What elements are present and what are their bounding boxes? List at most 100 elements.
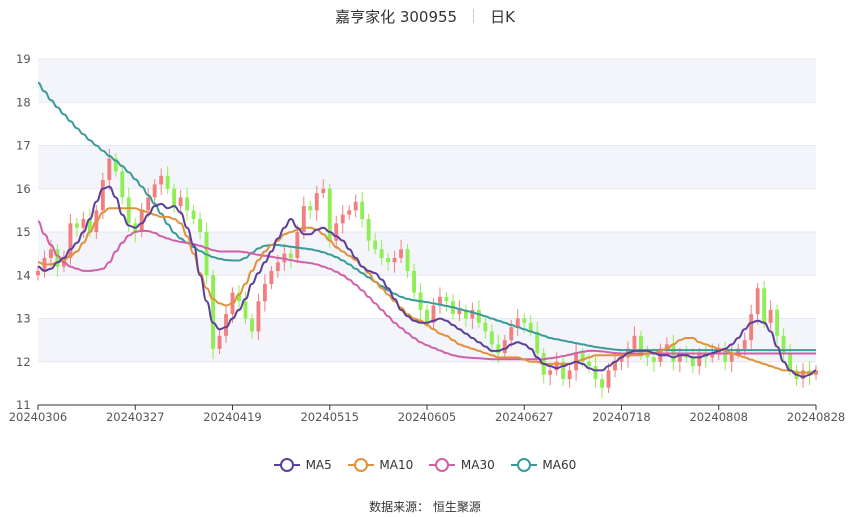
candle-body [677, 353, 682, 362]
candle-body [515, 318, 520, 328]
candle-body [243, 301, 248, 319]
candle-body [651, 357, 656, 362]
candle-body [159, 175, 164, 185]
candle-body [250, 318, 254, 332]
candle-body [211, 275, 215, 349]
candle-body [438, 296, 442, 306]
candle-body [379, 249, 384, 258]
legend-swatch-ma60 [516, 458, 531, 472]
candle-body [262, 283, 267, 302]
candle-body [301, 206, 306, 232]
candle-body [788, 353, 793, 371]
candle-body [347, 210, 352, 215]
candle-body [600, 379, 604, 388]
candle-body [781, 335, 786, 354]
legend-line-ma5 [273, 458, 300, 472]
legend-label-ma5: MA5 [305, 458, 332, 472]
candle-body [217, 335, 222, 349]
candle-body [295, 232, 300, 258]
candle-body [308, 206, 313, 211]
candle-body [535, 331, 540, 354]
series-line-ma60 [37, 81, 816, 352]
candle-body [126, 197, 131, 224]
series-line-ma10 [37, 207, 816, 374]
candle-body [256, 301, 261, 332]
candle-body [775, 309, 780, 336]
legend: MA5 MA10 MA30 MA60 [0, 458, 850, 472]
candle-body [191, 210, 196, 220]
candle-body [373, 240, 378, 250]
legend-swatch-ma5 [279, 458, 294, 472]
candle-body [755, 288, 760, 315]
candle-body [366, 219, 371, 241]
candle-body [55, 249, 60, 267]
candle-body [49, 249, 53, 258]
candle-body [690, 357, 695, 367]
candle-body [729, 353, 734, 362]
candle-body [476, 309, 481, 323]
legend-swatch-ma30 [435, 458, 450, 472]
candle-body [165, 175, 170, 189]
candle-body [139, 210, 144, 232]
candle-body [425, 309, 429, 323]
grid-band [38, 232, 816, 276]
candle-body [463, 309, 468, 319]
candle-body [723, 348, 728, 362]
stock-name: 嘉亨家化 300955 [335, 8, 458, 26]
candle-body [470, 309, 475, 319]
candle-body [801, 370, 805, 380]
y-tick-label: 13 [16, 312, 31, 326]
legend-item-ma10[interactable]: MA10 [347, 458, 414, 472]
candle-body [567, 370, 572, 380]
series-line-ma30 [37, 220, 816, 361]
y-tick-label: 15 [16, 225, 31, 239]
candle-body [697, 353, 702, 367]
grid-band [38, 59, 816, 103]
candle-body [288, 253, 293, 258]
candle-body [606, 370, 611, 388]
candle-body [457, 309, 462, 315]
title-separator [473, 9, 475, 23]
candle-body [327, 188, 332, 241]
candle-body [152, 184, 157, 198]
candle-body [113, 158, 118, 172]
x-tick-label: 20240605 [398, 410, 457, 424]
candle-body [314, 193, 319, 211]
candle-body [74, 223, 79, 228]
candle-body [742, 340, 747, 349]
series-line-ma5 [37, 185, 817, 378]
y-tick-label: 19 [16, 52, 31, 66]
x-tick-label: 20240808 [689, 410, 748, 424]
data-source: 数据来源： 恒生聚源 [0, 498, 850, 515]
candle-body [509, 327, 514, 341]
candle-body [444, 296, 449, 302]
candle-body [353, 201, 358, 211]
legend-item-ma30[interactable]: MA30 [429, 458, 495, 472]
candle-body [548, 370, 553, 375]
legend-item-ma60[interactable]: MA60 [510, 458, 576, 472]
candle-body [528, 322, 533, 332]
candle-body [496, 344, 501, 354]
legend-label-ma10: MA10 [379, 458, 414, 472]
candle-body [68, 223, 73, 258]
candle-body [100, 180, 105, 211]
y-tick-label: 17 [16, 139, 31, 153]
candle-body [762, 288, 767, 323]
candle-body [81, 219, 86, 228]
candle-body [392, 257, 397, 263]
candle-body [146, 197, 151, 211]
candle-body [198, 219, 203, 232]
x-tick-label: 20240419 [203, 410, 262, 424]
x-tick-label: 20240306 [9, 410, 68, 424]
candle-body [412, 270, 416, 293]
candle-body [360, 201, 365, 220]
y-tick-label: 16 [16, 182, 31, 196]
legend-item-ma5[interactable]: MA5 [273, 458, 332, 472]
candle-body [587, 361, 592, 367]
legend-line-ma10 [347, 458, 374, 472]
y-tick-label: 11 [16, 398, 31, 412]
y-tick-label: 18 [16, 95, 31, 109]
source-name: 恒生聚源 [432, 500, 481, 514]
candle-body [405, 249, 410, 271]
y-tick-label: 14 [16, 268, 31, 282]
